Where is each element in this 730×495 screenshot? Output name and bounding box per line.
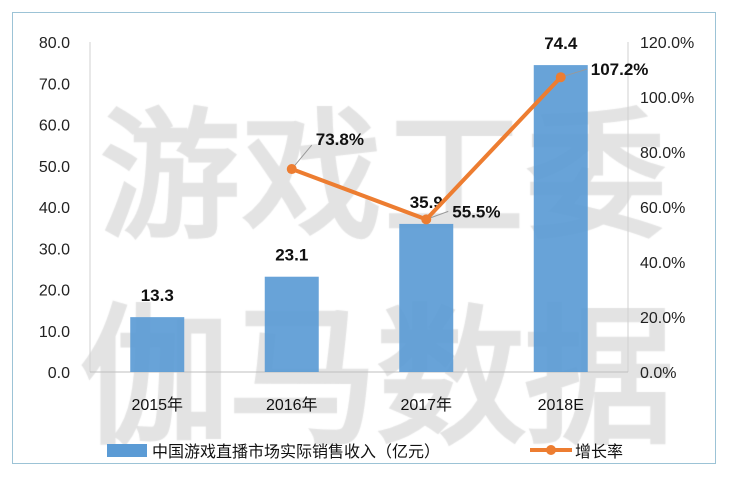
right-tick-label: 60.0% [640, 200, 685, 217]
left-tick-label: 80.0 [39, 35, 70, 52]
growth-point [421, 214, 432, 225]
left-tick-label: 30.0 [39, 241, 70, 258]
growth-point [286, 164, 297, 175]
bar [130, 317, 185, 372]
legend-marker [546, 445, 556, 455]
left-tick-label: 70.0 [39, 76, 70, 93]
legend-label-bar: 中国游戏直播市场实际销售收入（亿元） [152, 443, 440, 461]
category-label: 2016年 [266, 396, 318, 414]
leader-line [291, 144, 313, 170]
left-tick-label: 60.0 [39, 118, 70, 135]
category-label: 2017年 [400, 396, 452, 414]
line-data-label: 55.5% [452, 202, 500, 221]
right-tick-label: 100.0% [640, 90, 694, 107]
left-tick-label: 20.0 [39, 283, 70, 300]
bar-data-label: 74.4 [544, 34, 578, 53]
right-tick-label: 40.0% [640, 255, 685, 272]
legend-label-line: 增长率 [575, 443, 623, 461]
growth-point [555, 72, 566, 83]
bar-data-label: 13.3 [141, 286, 174, 305]
bar [533, 65, 588, 372]
bar [264, 276, 319, 372]
right-tick-label: 80.0% [640, 145, 685, 162]
left-tick-label: 10.0 [39, 324, 70, 341]
line-data-label: 73.8% [316, 130, 364, 149]
right-tick-label: 20.0% [640, 310, 685, 327]
category-label: 2015年 [131, 396, 183, 414]
bar-data-label: 23.1 [275, 246, 308, 265]
category-label: 2018E [538, 397, 584, 414]
left-tick-label: 40.0 [39, 200, 70, 217]
right-tick-label: 0.0% [640, 365, 676, 382]
left-tick-label: 0.0 [48, 365, 70, 382]
left-tick-label: 50.0 [39, 159, 70, 176]
right-tick-label: 120.0% [640, 35, 694, 52]
line-data-label: 107.2% [591, 60, 649, 79]
legend-swatch-bar [107, 444, 147, 457]
bar-data-label: 35.9 [410, 193, 443, 212]
bar [399, 223, 454, 372]
